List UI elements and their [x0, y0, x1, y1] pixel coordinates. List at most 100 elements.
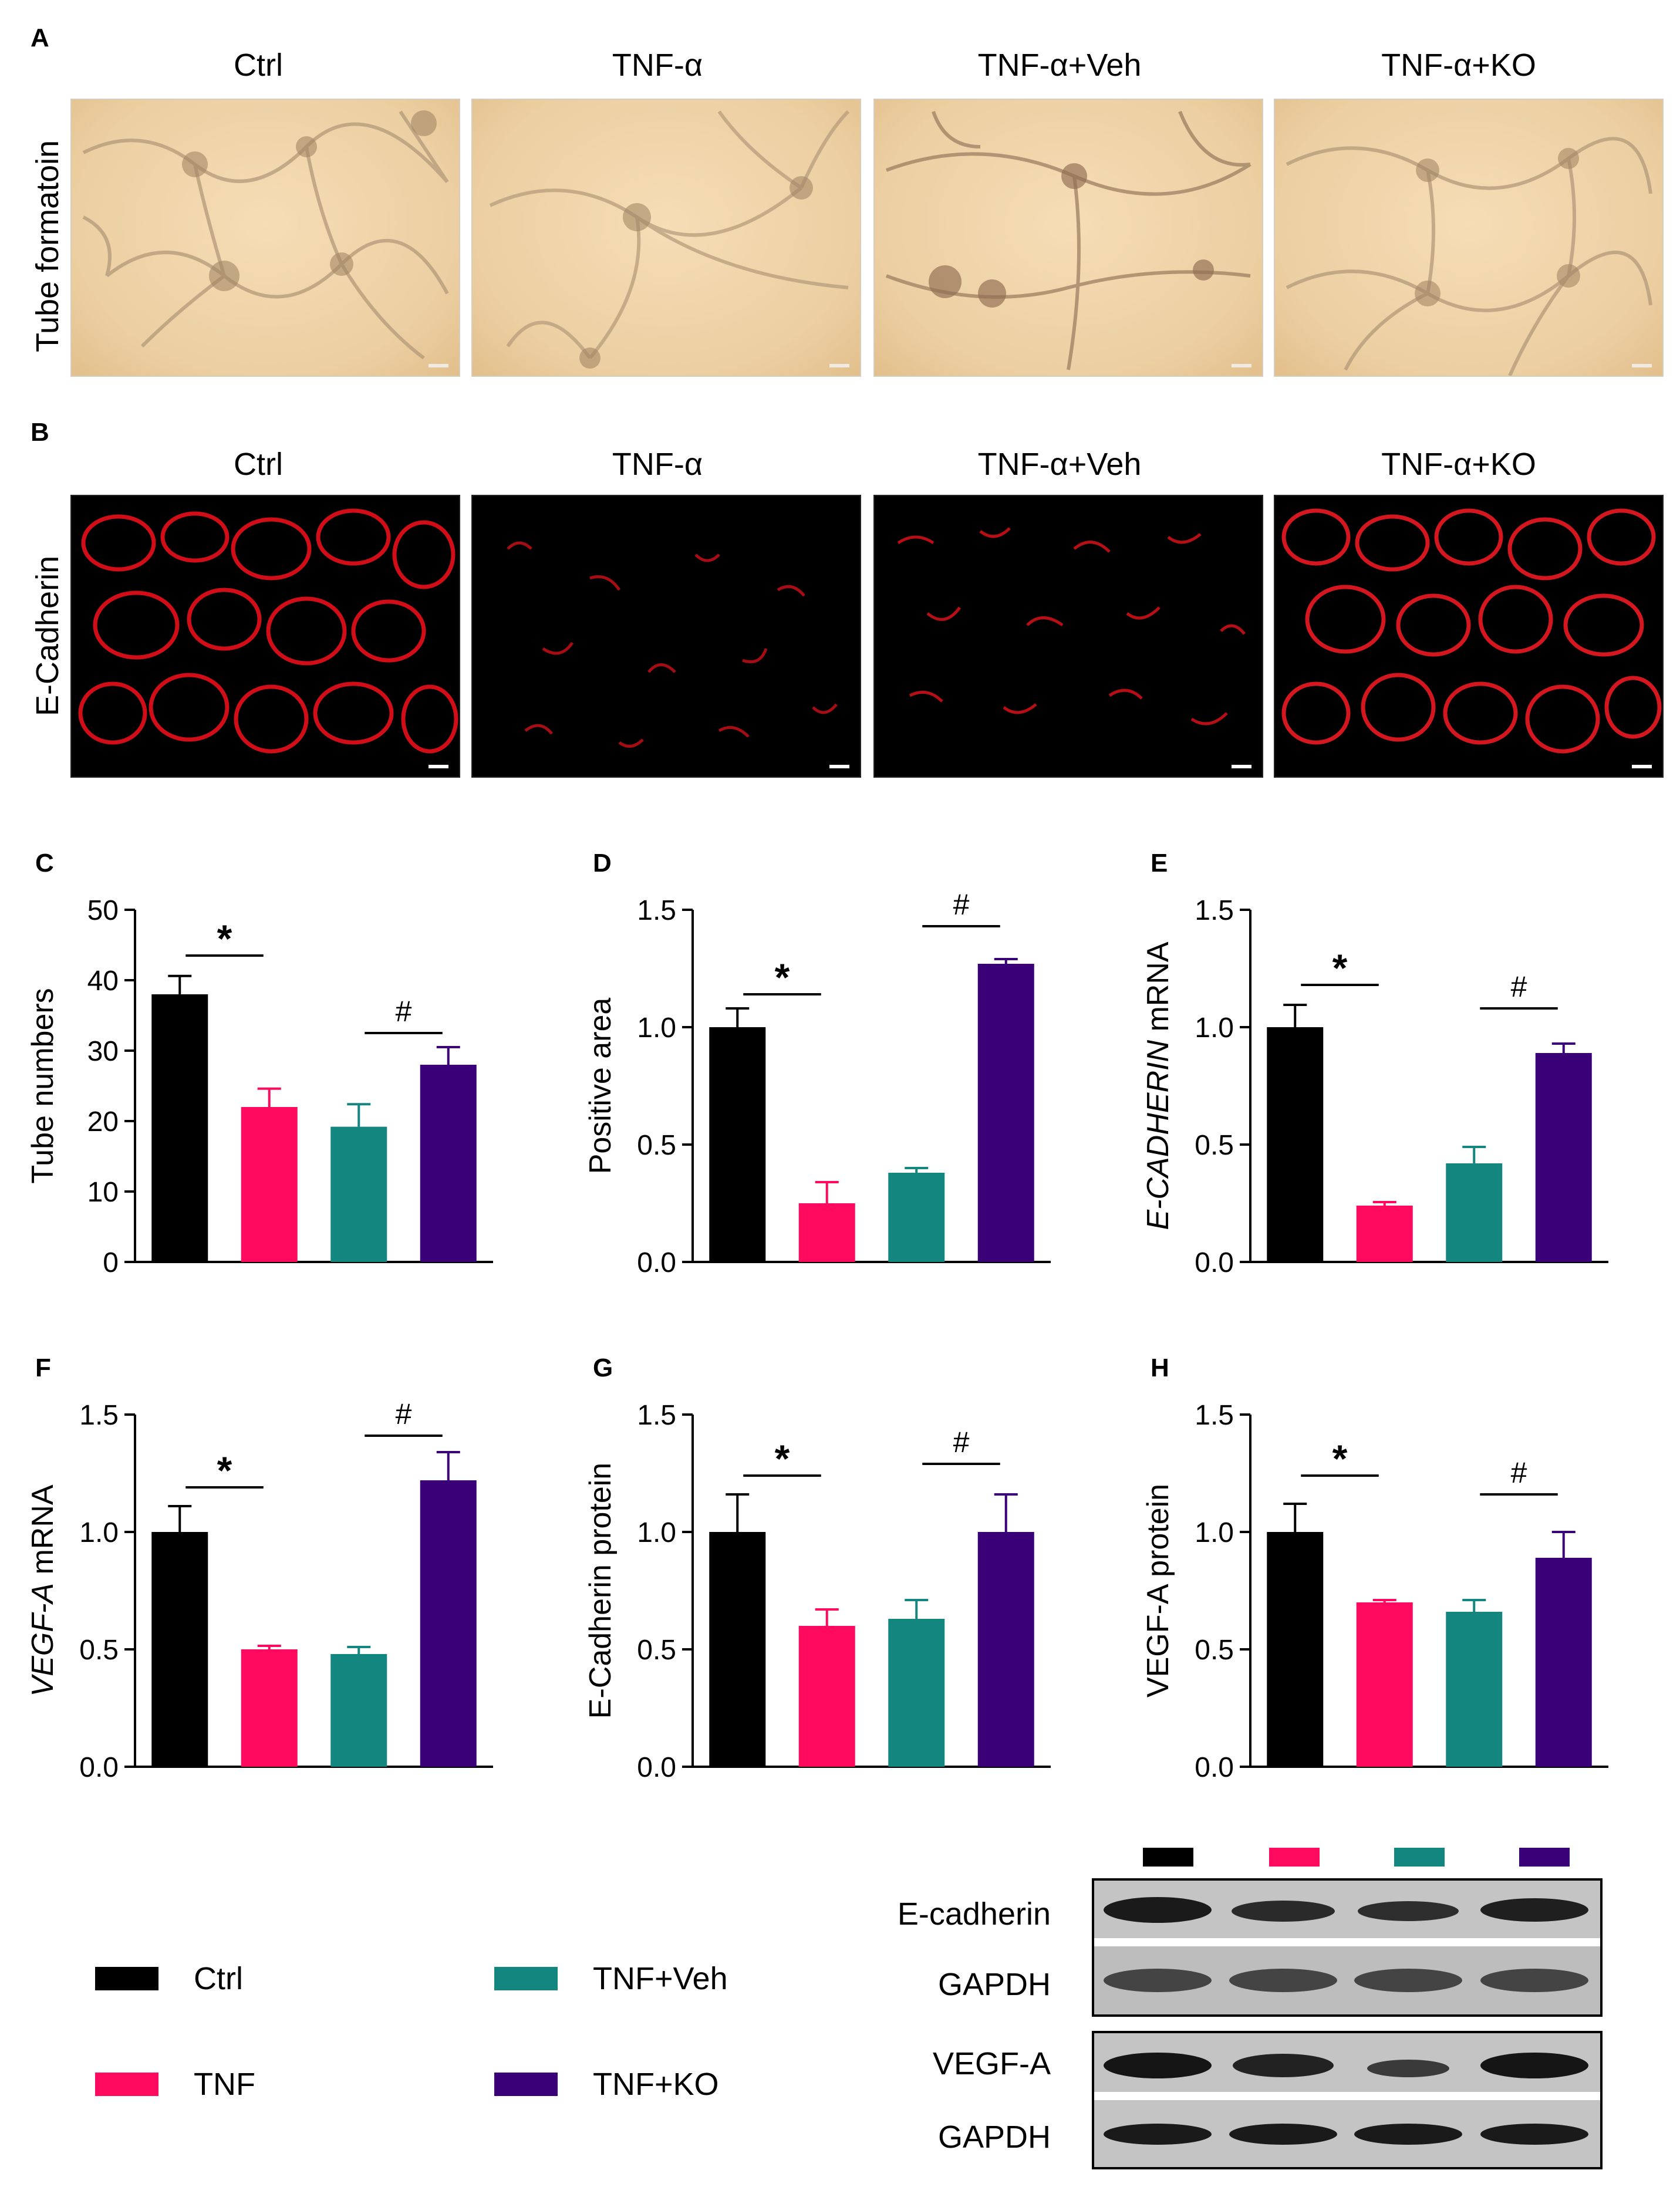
- legend-swatch: [494, 2073, 558, 2096]
- scale-bar: [1632, 364, 1652, 367]
- bar-tnf-veh: [1446, 1163, 1503, 1262]
- legend-swatch: [494, 1967, 558, 1990]
- col-title-ko-b: TNF-α+KO: [1381, 447, 1536, 482]
- legend-label: TNF: [194, 2067, 255, 2102]
- bar-tnf-ko: [420, 1065, 477, 1262]
- chart-f: F 0.0 0.5 1.0 1.5 VEGF-A mRNA * #: [0, 1332, 552, 1814]
- significance-mark: #: [953, 1426, 970, 1459]
- y-tick-label: 1.5: [79, 1400, 119, 1431]
- blot-label-gapdh-2: GAPDH: [937, 2120, 1051, 2155]
- micrograph-tube-tnf: [471, 99, 861, 377]
- bar-tnf-ko: [977, 1532, 1034, 1767]
- significance-mark: #: [396, 995, 412, 1028]
- bar-tnf: [1356, 1206, 1413, 1262]
- chart-svg: D 0.0 0.5 1.0 1.5 Positive area * #: [583, 849, 1051, 1278]
- significance-mark: #: [953, 888, 970, 921]
- bar-tnf-ko: [420, 1480, 477, 1767]
- col-title-ctrl-a: Ctrl: [234, 48, 283, 83]
- micrograph-ecad-ko: [1274, 495, 1664, 778]
- significance-mark: *: [217, 1449, 232, 1492]
- significance-mark: *: [775, 956, 790, 999]
- blot-box-vegfa: [1092, 2031, 1603, 2169]
- blot-label-vegfa: VEGF-A: [932, 2046, 1051, 2081]
- y-tick-label: 1.5: [637, 895, 676, 926]
- bar-tnf: [798, 1626, 855, 1767]
- panel-letter: D: [593, 849, 612, 878]
- panel-letter-b: B: [31, 418, 49, 447]
- western-blot: E-cadherin GAPDH VEGF-A GAPDH: [857, 1837, 1620, 2169]
- tube-network-ko: [1286, 137, 1652, 376]
- y-tick-label: 40: [87, 966, 119, 997]
- scale-bar: [829, 765, 849, 768]
- chart-h: H 0.0 0.5 1.0 1.5 VEGF-A protein * #: [1115, 1332, 1667, 1814]
- y-tick-label: 20: [87, 1106, 119, 1138]
- y-tick-label: 0.0: [637, 1752, 676, 1783]
- micrograph-ecad-ctrl: [70, 495, 460, 778]
- ecad-stain-ko: [1281, 508, 1662, 754]
- lane-swatch-ctrl: [1143, 1848, 1193, 1867]
- tube-network-ctrl: [82, 110, 449, 360]
- chart-svg: G 0.0 0.5 1.0 1.5 E-Cadherin protein * #: [583, 1354, 1051, 1783]
- col-title-veh-a: TNF-α+Veh: [977, 48, 1142, 83]
- legend-label: TNF+KO: [593, 2067, 719, 2102]
- y-tick-label: 1.5: [1195, 1400, 1234, 1431]
- chart-c: C 0 10 20 30 40 50 Tube numbers * #: [0, 828, 552, 1309]
- y-tick-label: 0.5: [1195, 1130, 1234, 1161]
- significance-mark: *: [775, 1437, 790, 1480]
- y-axis-label: Positive area: [583, 998, 618, 1174]
- micrograph-tube-ctrl: [70, 99, 460, 377]
- y-axis-label-italic: VEGF-A: [26, 1583, 60, 1697]
- lane-swatch-tnf: [1269, 1848, 1320, 1867]
- bar-ctrl: [151, 994, 208, 1262]
- lane-swatch-ko: [1519, 1848, 1570, 1867]
- scale-bar: [429, 765, 448, 768]
- significance-mark: *: [1332, 946, 1348, 990]
- y-tick-label: 50: [87, 895, 119, 926]
- y-tick-label: 1.5: [1195, 895, 1234, 926]
- ecad-stain-veh: [897, 527, 1246, 725]
- col-title-tnf-b: TNF-α: [612, 447, 703, 482]
- bar-ctrl: [709, 1027, 766, 1262]
- panel-letter: F: [35, 1354, 51, 1382]
- y-tick-label: 0.5: [79, 1635, 119, 1666]
- chart-d: D 0.0 0.5 1.0 1.5 Positive area * #: [558, 828, 1109, 1309]
- y-tick-label: 0.0: [1195, 1247, 1234, 1278]
- y-tick-label: 1.5: [637, 1400, 676, 1431]
- y-tick-label: 0.0: [79, 1752, 119, 1783]
- legend-label: Ctrl: [194, 1961, 243, 1996]
- legend-ctrl: Ctrl: [95, 1960, 243, 1997]
- y-tick-label: 1.0: [79, 1517, 119, 1548]
- row-label-tube-formation: Tube formatoin: [30, 140, 65, 352]
- y-tick-label: 1.0: [637, 1013, 676, 1044]
- y-axis-label: Tube numbers: [26, 988, 60, 1183]
- y-axis-label-rest: mRNA: [26, 1484, 60, 1583]
- legend-ko: TNF+KO: [494, 2066, 719, 2102]
- legend-veh: TNF+Veh: [494, 1960, 728, 1997]
- chart-svg: H 0.0 0.5 1.0 1.5 VEGF-A protein * #: [1141, 1354, 1608, 1783]
- y-axis-label: E-CADHERIN mRNA: [1141, 941, 1175, 1230]
- y-tick-label: 10: [87, 1177, 119, 1208]
- row-label-e-cadherin: E-Cadherin: [30, 555, 65, 716]
- y-tick-label: 1.0: [1195, 1013, 1234, 1044]
- ecad-stain-tnf: [507, 541, 838, 748]
- legend-swatch: [95, 2073, 158, 2096]
- blot-box-ecadherin: [1092, 1878, 1603, 2017]
- y-axis-label-italic: E-CADHERIN: [1141, 1040, 1175, 1230]
- legend-tnf: TNF: [95, 2066, 255, 2102]
- bar-tnf: [241, 1649, 298, 1767]
- micrograph-ecad-tnf: [471, 495, 861, 778]
- scale-bar: [829, 364, 849, 367]
- y-tick-label: 0.0: [1195, 1752, 1234, 1783]
- blot-bands-ecadherin: [1094, 1881, 1600, 2014]
- panel-letter: E: [1151, 849, 1168, 878]
- bar-ctrl: [1267, 1532, 1324, 1767]
- panel-letter: H: [1151, 1354, 1169, 1382]
- chart-svg: C 0 10 20 30 40 50 Tube numbers * #: [26, 849, 493, 1278]
- bar-tnf-veh: [330, 1654, 387, 1767]
- col-title-tnf-a: TNF-α: [612, 48, 703, 83]
- y-axis-label: VEGF-A mRNA: [26, 1484, 60, 1696]
- significance-mark: #: [1511, 970, 1527, 1003]
- tube-network-veh: [885, 110, 1251, 370]
- y-axis-label: E-Cadherin protein: [583, 1463, 618, 1719]
- blot-label-ecadherin: E-cadherin: [897, 1896, 1051, 1932]
